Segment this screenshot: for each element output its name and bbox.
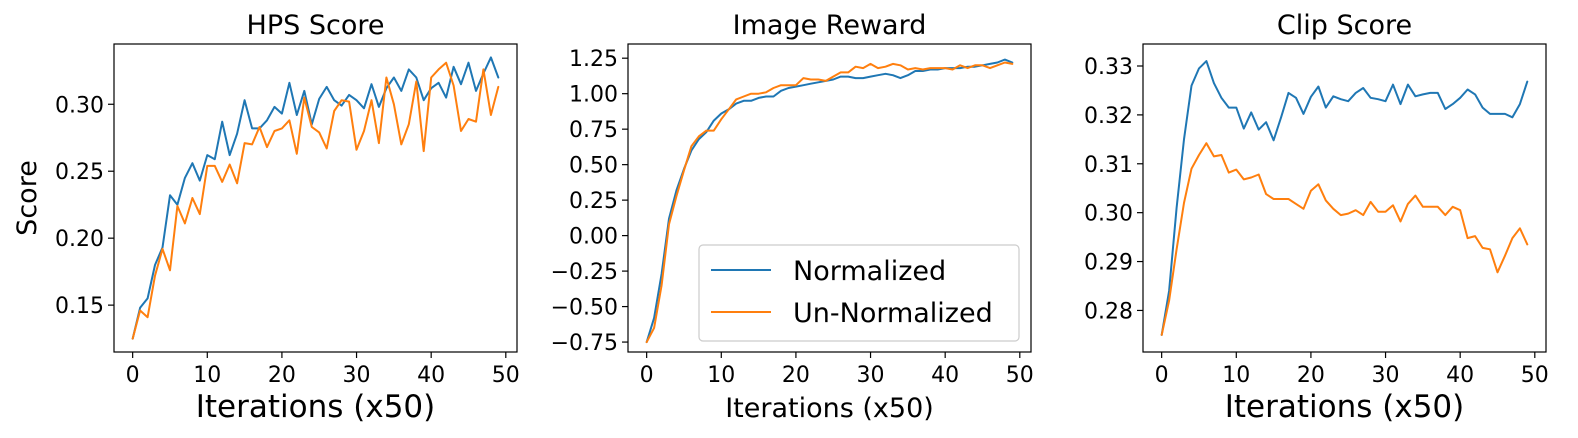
axes-frame — [627, 43, 1032, 353]
x-tick-label: 50 — [492, 363, 520, 388]
chart-panel-1: 0 10 20 30 40 50 0.15 0.20 0.25 0.30 HPS Score Iter… — [12, 10, 520, 425]
x-tick-label: 0 — [640, 363, 654, 388]
x-tick-label: 0 — [126, 363, 140, 388]
y-tick-label: 0.31 — [1084, 153, 1133, 178]
x-tick-label: 20 — [1297, 363, 1325, 388]
axes-frame — [113, 43, 518, 353]
y-tick-label: 0.00 — [569, 225, 618, 250]
x-tick-label: 50 — [1521, 363, 1549, 388]
y-tick-label: 0.20 — [55, 227, 104, 252]
x-tick-label: 10 — [1222, 363, 1250, 388]
axes-frame — [1142, 43, 1547, 353]
legend: Normalized Un-Normalized — [698, 244, 1020, 342]
x-tick-label: 30 — [857, 363, 885, 388]
y-tick-label: 0.29 — [1084, 251, 1133, 276]
chart-title: Image Reward — [733, 10, 927, 41]
y-tick-label: 0.25 — [55, 160, 104, 185]
y-tick-label: −0.50 — [551, 296, 618, 321]
x-axis-label: Iterations (x50) — [725, 393, 934, 424]
x-axis-label: Iterations (x50) — [196, 389, 435, 425]
x-tick-label: 40 — [931, 363, 959, 388]
x-tick-label: 30 — [343, 363, 371, 388]
chart-panel-2: 0 10 20 30 40 50 −0.75 −0.50 −0.25 0.00 0.25 0.50 0.… — [551, 10, 1034, 424]
y-tick-label: 0.32 — [1084, 104, 1133, 129]
y-tick-label: 0.50 — [569, 154, 618, 179]
x-tick-label: 40 — [417, 363, 445, 388]
y-axis-label: Score — [12, 160, 43, 236]
chart-panel-3: 0 10 20 30 40 50 0.28 0.29 0.30 0.31 0.32 0.33 Clip … — [1084, 10, 1549, 425]
x-tick-label: 20 — [782, 363, 810, 388]
y-tick-label: 0.33 — [1084, 55, 1133, 80]
x-tick-label: 10 — [193, 363, 221, 388]
y-tick-label: 0.30 — [55, 93, 104, 118]
y-tick-label: 0.25 — [569, 189, 618, 214]
y-tick-label: −0.25 — [551, 260, 618, 285]
y-tick-label: 1.00 — [569, 83, 618, 108]
x-tick-label: 0 — [1155, 363, 1169, 388]
series-line-un-normalized — [131, 61, 500, 340]
x-tick-label: 40 — [1446, 363, 1474, 388]
chart-title: HPS Score — [247, 10, 385, 41]
y-tick-label: −0.75 — [551, 331, 618, 356]
x-axis-label: Iterations (x50) — [1225, 389, 1464, 425]
x-tick-label: 10 — [707, 363, 735, 388]
series-line-un-normalized — [1160, 142, 1529, 336]
y-tick-label: 0.15 — [55, 294, 104, 319]
chart-title: Clip Score — [1277, 10, 1412, 41]
y-tick-label: 0.28 — [1084, 299, 1133, 324]
series-line-normalized — [1160, 60, 1529, 336]
series-line-un-normalized — [645, 61, 1014, 344]
x-tick-label: 50 — [1006, 363, 1034, 388]
x-tick-label: 30 — [1372, 363, 1400, 388]
y-tick-label: 1.25 — [569, 47, 618, 72]
y-tick-label: 0.75 — [569, 118, 618, 143]
y-tick-label: 0.30 — [1084, 202, 1133, 227]
x-tick-label: 20 — [268, 363, 296, 388]
legend-box — [698, 244, 1020, 342]
legend-label: Un-Normalized — [793, 298, 993, 329]
series-line-normalized — [131, 56, 500, 340]
legend-label: Normalized — [793, 256, 946, 287]
